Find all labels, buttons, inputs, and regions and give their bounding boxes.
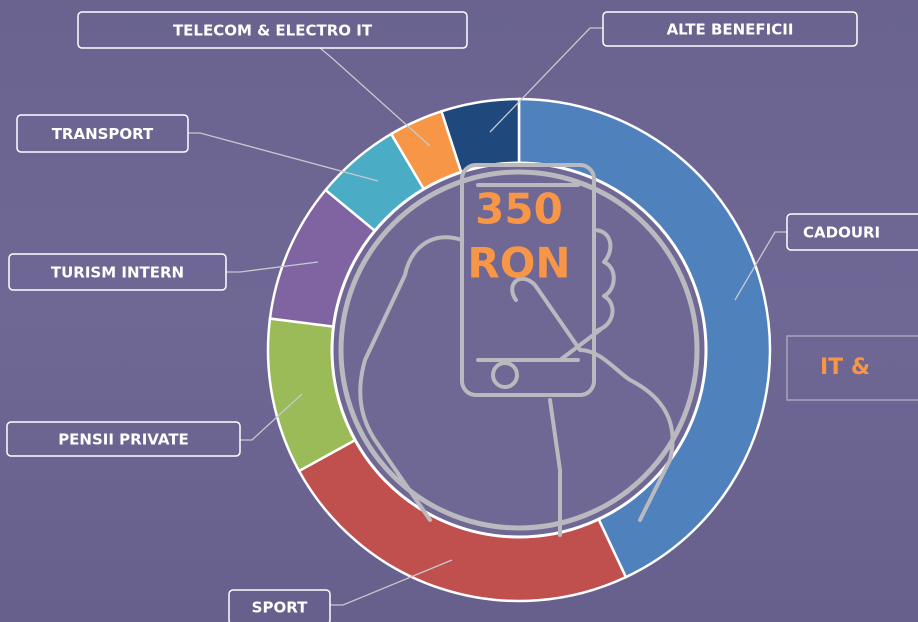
- category-label: PENSII PRIVATE: [58, 431, 189, 449]
- category-label: SPORT: [252, 599, 308, 617]
- category-label: ALTE BENEFICII: [667, 21, 794, 39]
- center-unit: RON: [467, 239, 570, 288]
- page: 350 RON IT & CADOURI SPORT PENSII PRIVATE T…: [0, 0, 918, 622]
- annotation: IT &: [820, 355, 870, 380]
- slide: 350 RON IT & CADOURI SPORT PENSII PRIVATE T…: [0, 0, 918, 622]
- center-value: 350: [475, 185, 563, 234]
- category-label: CADOURI: [803, 224, 880, 242]
- category-label: TURISM INTERN: [51, 264, 184, 282]
- category-label: TELECOM & ELECTRO IT: [173, 22, 373, 40]
- category-label: TRANSPORT: [52, 125, 154, 143]
